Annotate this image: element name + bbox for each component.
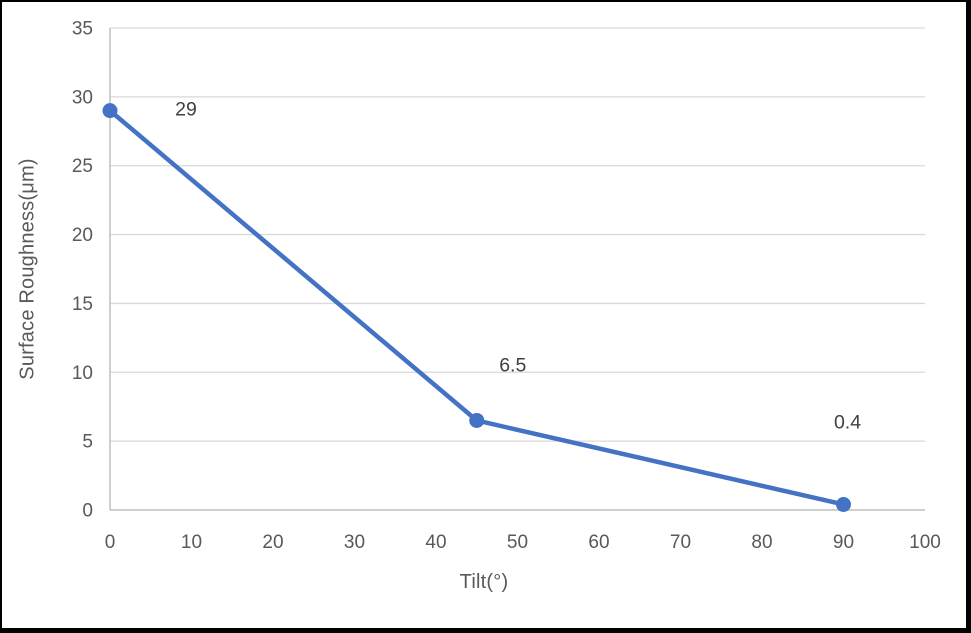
series-line xyxy=(107,108,846,507)
data-point-label: 6.5 xyxy=(499,354,526,376)
x-tick-label: 10 xyxy=(181,532,202,553)
x-tick-label: 0 xyxy=(105,532,116,553)
data-point-marker xyxy=(836,496,851,512)
x-tick-label: 30 xyxy=(344,532,365,553)
data-point-marker xyxy=(102,103,118,119)
x-tick-label: 60 xyxy=(588,532,609,553)
y-tick-label: 30 xyxy=(72,87,93,108)
x-axis-title: Tilt(°) xyxy=(459,571,509,593)
data-point-label: 0.4 xyxy=(834,411,861,433)
y-tick-label: 35 xyxy=(72,19,93,40)
x-tick-label: 100 xyxy=(909,532,941,553)
x-tick-label: 50 xyxy=(507,532,528,553)
x-tick-label: 40 xyxy=(425,532,446,553)
x-tick-label: 70 xyxy=(670,532,691,553)
y-axis-title: Surface Roughness(μm) xyxy=(16,158,39,380)
y-tick-label: 15 xyxy=(72,294,93,315)
data-point-label: 29 xyxy=(175,99,197,121)
y-tick-label: 25 xyxy=(72,156,93,177)
y-tick-label: 0 xyxy=(82,501,93,522)
y-tick-label: 20 xyxy=(72,225,93,246)
y-tick-label: 5 xyxy=(82,432,93,453)
data-point-marker xyxy=(469,412,485,428)
y-tick-label: 10 xyxy=(72,363,93,384)
x-tick-label: 90 xyxy=(833,532,854,553)
x-tick-label: 20 xyxy=(262,532,283,553)
x-tick-label: 80 xyxy=(751,532,772,553)
